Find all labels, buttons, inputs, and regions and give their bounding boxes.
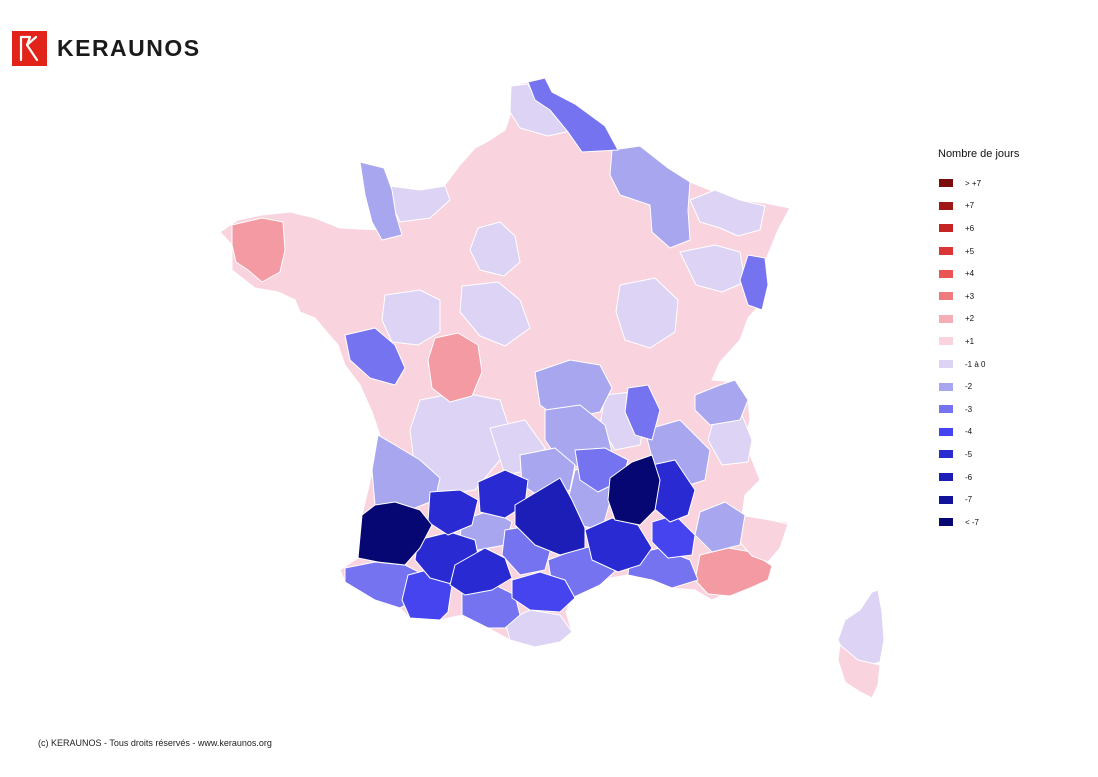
legend-swatch — [939, 427, 953, 436]
legend-swatch — [939, 405, 953, 414]
legend-swatch — [939, 201, 953, 210]
legend-items: > +7 +7 +6 +5 +4 +3 +2 +1 -1 à 0 -2 -3 -4 -5 -6 -7 < -7 — [938, 172, 1078, 534]
legend-label: -3 — [965, 404, 973, 414]
map-legend: Nombre de jours > +7 +7 +6 +5 +4 +3 +2 +1 -1 à 0… — [938, 148, 1078, 534]
dept-bas-rhin — [739, 254, 769, 311]
legend-item: +3 — [938, 285, 1078, 308]
dept-finistere — [231, 217, 286, 283]
legend-label: +1 — [965, 336, 975, 346]
keraunos-logo: KERAUNOS — [12, 31, 201, 66]
legend-label: +3 — [965, 291, 975, 301]
dept-aveyron — [514, 477, 586, 556]
legend-swatch — [939, 337, 953, 346]
legend-item: -7 — [938, 488, 1078, 511]
legend-label: +7 — [965, 201, 975, 211]
corsica-south — [837, 644, 881, 699]
legend-swatch — [939, 382, 953, 391]
dept-aude — [511, 571, 576, 613]
dept-loire-atlantique — [344, 327, 406, 386]
dept-group-paris — [469, 221, 521, 277]
legend-swatch — [939, 269, 953, 278]
legend-label: +5 — [965, 246, 975, 256]
legend-item: -6 — [938, 466, 1078, 489]
legend-swatch — [939, 518, 953, 527]
legend-label: +4 — [965, 269, 975, 279]
dept-indre — [427, 332, 483, 403]
dept-group-ardennes — [609, 145, 691, 249]
dept-group-centre — [459, 281, 531, 347]
legend-label: < -7 — [965, 517, 980, 527]
dept-landes — [357, 501, 433, 566]
legend-item: +7 — [938, 195, 1078, 218]
copyright-footer: (c) KERAUNOS - Tous droits réservés - ww… — [38, 738, 272, 748]
dept-var — [694, 547, 773, 597]
legend-item: +5 — [938, 240, 1078, 263]
legend-title: Nombre de jours — [938, 148, 1020, 160]
legend-swatch — [939, 247, 953, 256]
legend-item: +6 — [938, 217, 1078, 240]
legend-item: +1 — [938, 330, 1078, 353]
legend-swatch — [939, 360, 953, 369]
keraunos-k-logo-icon — [12, 31, 47, 66]
dept-group-burgundy — [615, 277, 679, 349]
legend-label: -1 à 0 — [965, 359, 986, 369]
legend-swatch — [939, 495, 953, 504]
legend-swatch — [939, 450, 953, 459]
dept-group-ain — [694, 379, 749, 426]
dept-group-centre-west — [381, 289, 441, 346]
legend-label: -5 — [965, 449, 973, 459]
legend-label: -7 — [965, 495, 973, 505]
legend-label: +2 — [965, 314, 975, 324]
legend-item: -3 — [938, 398, 1078, 421]
legend-item: > +7 — [938, 172, 1078, 195]
legend-item: -5 — [938, 443, 1078, 466]
dept-group-lorraine — [689, 189, 766, 237]
legend-label: -2 — [965, 382, 973, 392]
legend-swatch — [939, 292, 953, 301]
legend-item: -2 — [938, 375, 1078, 398]
legend-swatch — [939, 224, 953, 233]
legend-item: -1 à 0 — [938, 353, 1078, 376]
department-groups — [231, 77, 885, 699]
legend-item: -4 — [938, 421, 1078, 444]
dept-manche — [359, 161, 403, 241]
legend-item: +2 — [938, 308, 1078, 331]
legend-item: < -7 — [938, 511, 1078, 534]
dept-ardeche — [607, 454, 661, 526]
dept-rhone — [624, 384, 661, 441]
logo-text: KERAUNOS — [57, 35, 201, 61]
legend-swatch — [939, 473, 953, 482]
dept-nord — [527, 77, 619, 153]
legend-swatch — [939, 179, 953, 188]
legend-label: -4 — [965, 427, 973, 437]
legend-swatch — [939, 314, 953, 323]
legend-label: -6 — [965, 472, 973, 482]
legend-label: > +7 — [965, 178, 982, 188]
legend-label: +6 — [965, 223, 975, 233]
legend-item: +4 — [938, 262, 1078, 285]
dept-group-allier — [534, 359, 613, 421]
dept-group-limousin — [409, 391, 511, 496]
dept-ariege — [449, 547, 513, 596]
